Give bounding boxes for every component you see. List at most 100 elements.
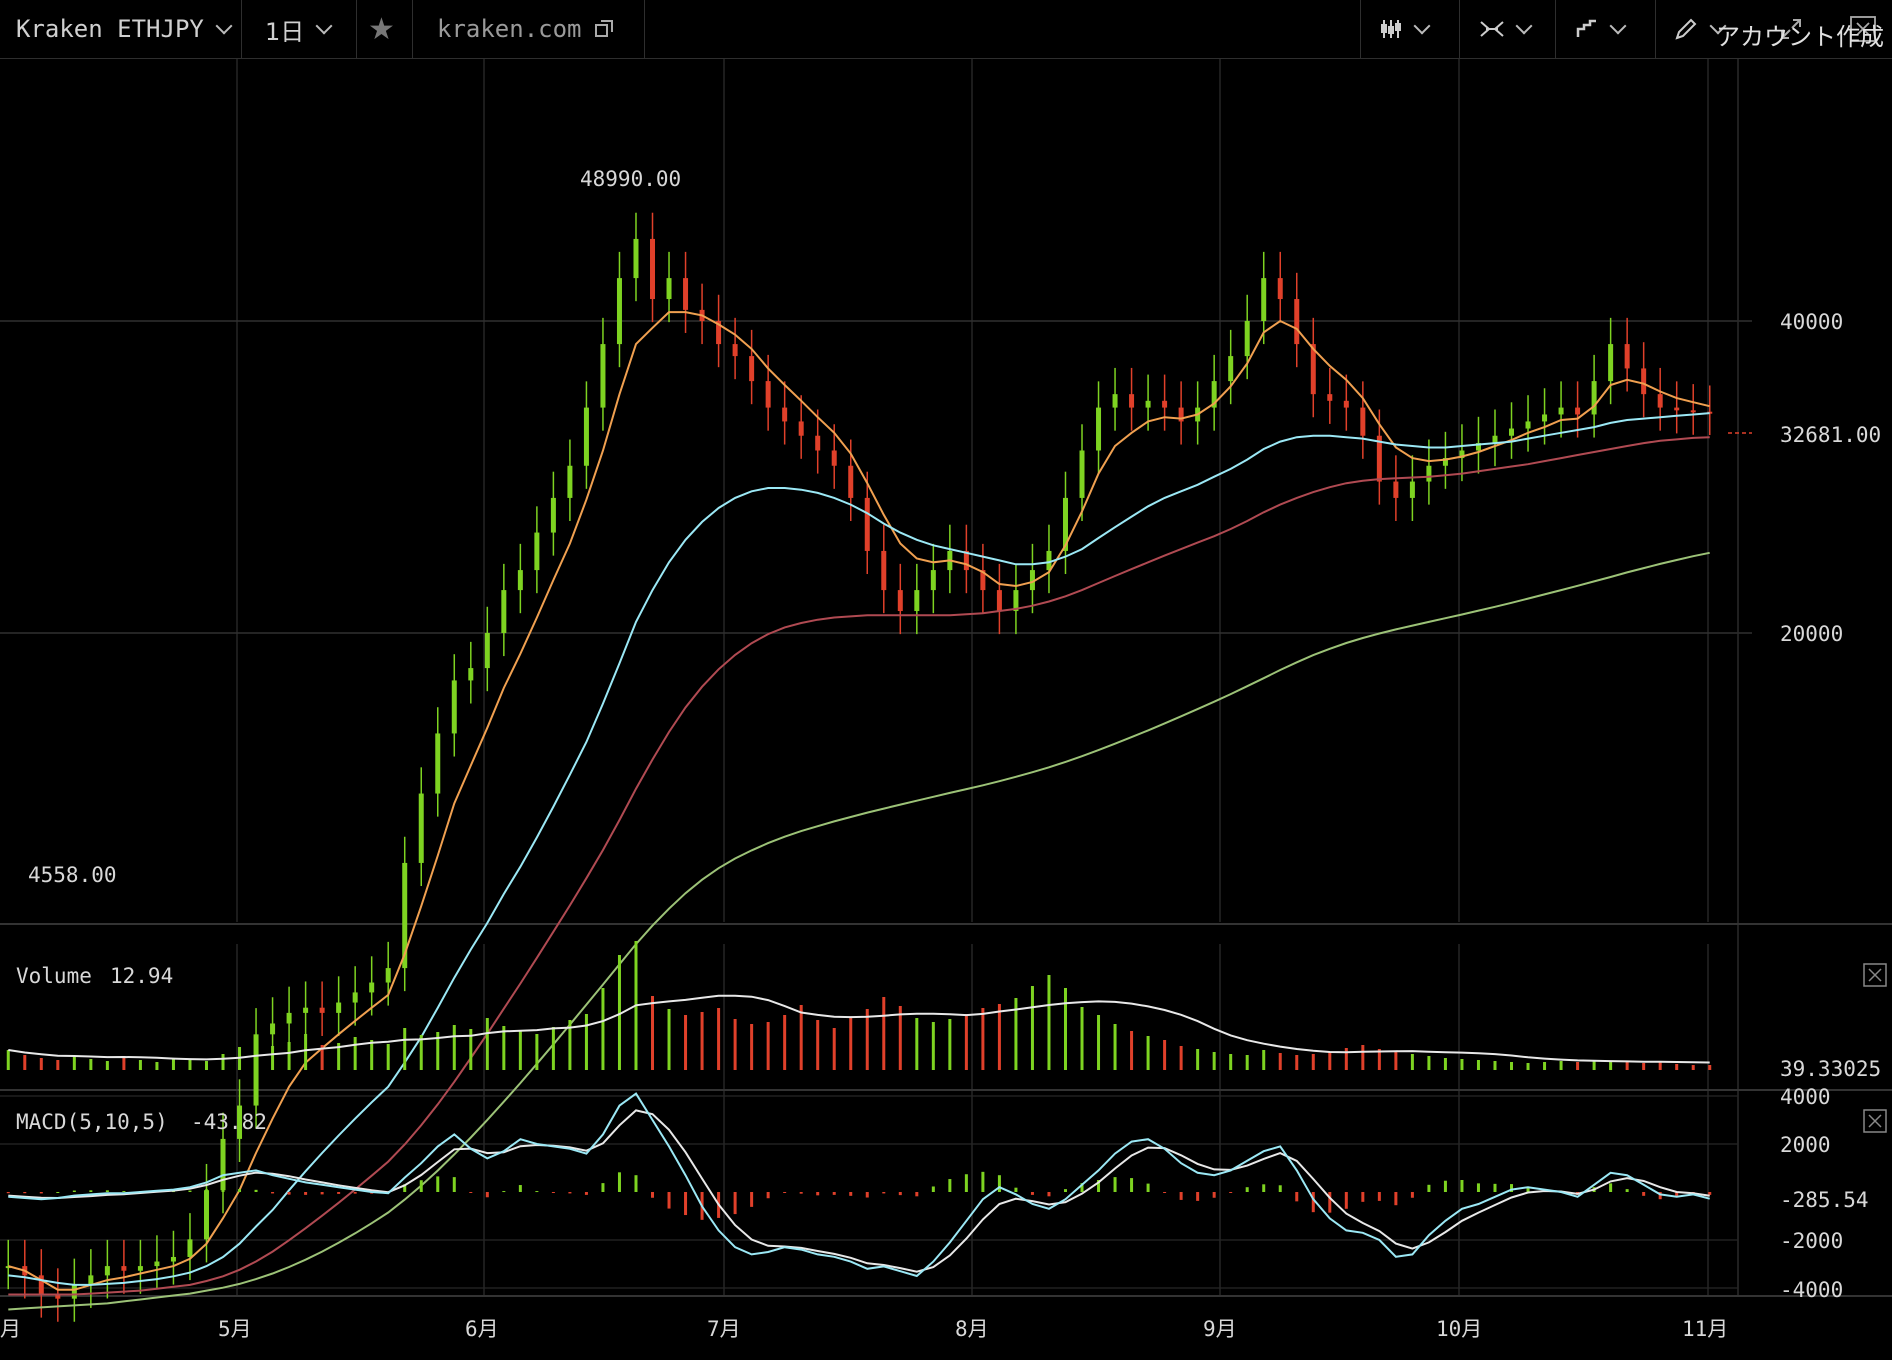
- volume-close-icon[interactable]: [1863, 963, 1887, 987]
- macd-hist-bar: [799, 1192, 803, 1194]
- high-annotation: 48990.00: [580, 167, 681, 191]
- volume-bar: [469, 1029, 473, 1070]
- candle-body: [1360, 407, 1366, 436]
- candle-body: [1674, 407, 1680, 411]
- candle-body: [798, 421, 804, 436]
- macd-hist-bar: [469, 1192, 473, 1193]
- macd-hist-bar: [915, 1192, 919, 1197]
- volume-bar: [1361, 1045, 1365, 1070]
- macd-hist-bar: [1130, 1178, 1134, 1192]
- candle-body: [765, 381, 771, 408]
- macd-hist-bar: [1063, 1189, 1067, 1192]
- volume-bar: [1410, 1054, 1414, 1070]
- candle-body: [385, 968, 391, 983]
- candle-body: [1244, 321, 1250, 357]
- volume-bar: [915, 1018, 919, 1070]
- macd-hist-bar: [865, 1192, 869, 1198]
- macd-hist-bar: [1311, 1192, 1315, 1213]
- volume-bar: [948, 1019, 952, 1070]
- drawing-tools-button[interactable]: [1674, 0, 1727, 58]
- candle-body: [996, 590, 1002, 612]
- compare-button[interactable]: [1576, 0, 1627, 58]
- macd-hist-bar: [419, 1180, 423, 1192]
- macd-tick-neg4000: -4000: [1780, 1278, 1843, 1302]
- macd-close-icon[interactable]: [1863, 1109, 1887, 1133]
- macd-hist-bar: [518, 1185, 522, 1192]
- volume-label: Volume: [16, 964, 92, 988]
- candle-body: [38, 1275, 44, 1295]
- ma-line-2: [8, 412, 1710, 1286]
- candle-body: [930, 570, 936, 591]
- macd-hist-bar: [1163, 1192, 1167, 1193]
- macd-hist-bar: [667, 1192, 671, 1209]
- candle-body: [1707, 411, 1713, 414]
- volume-bar: [502, 1026, 506, 1070]
- volume-bar: [865, 1009, 869, 1070]
- volume-bar: [1229, 1054, 1233, 1070]
- candle-body: [1690, 410, 1696, 413]
- candle-body: [963, 550, 969, 571]
- macd-hist-bar: [254, 1189, 258, 1192]
- macd-hist-bar: [634, 1175, 638, 1192]
- x-tick-6: 10月: [1436, 1317, 1482, 1341]
- macd-hist-bar: [1510, 1184, 1514, 1192]
- candle-body: [237, 1105, 243, 1139]
- volume-bar: [320, 1045, 324, 1070]
- candle-body: [418, 793, 424, 863]
- candle-body: [1558, 407, 1564, 415]
- candle-body: [567, 465, 573, 498]
- x-tick-4: 8月: [955, 1317, 989, 1341]
- source-link[interactable]: kraken.com: [437, 0, 614, 58]
- volume-bar: [155, 1062, 159, 1070]
- close-chart-button[interactable]: [1850, 0, 1876, 58]
- macd-hist-bar: [1361, 1192, 1365, 1202]
- macd-hist-bar: [1179, 1192, 1183, 1200]
- candle-body: [1178, 407, 1184, 422]
- macd-hist-bar: [271, 1192, 275, 1194]
- volume-bar: [1113, 1024, 1117, 1070]
- volume-bar: [1675, 1064, 1679, 1070]
- volume-bar: [386, 1044, 390, 1070]
- macd-hist-bar: [1245, 1187, 1249, 1192]
- volume-bar: [1708, 1065, 1712, 1070]
- macd-hist-bar: [1113, 1177, 1117, 1192]
- macd-hist-bar: [1278, 1185, 1282, 1192]
- macd-line: [8, 1092, 1710, 1278]
- candle-body: [1277, 278, 1283, 300]
- volume-bar: [419, 1035, 423, 1070]
- volume-bar: [254, 1039, 258, 1070]
- macd-hist-bar: [320, 1192, 324, 1195]
- candle-body: [1162, 400, 1168, 408]
- volume-bar: [816, 1020, 820, 1070]
- macd-value: -43.82: [191, 1110, 267, 1134]
- volume-bar: [1543, 1062, 1547, 1070]
- macd-hist-bar: [750, 1192, 754, 1207]
- macd-hist-bar: [72, 1190, 76, 1192]
- indicators-button[interactable]: [1480, 0, 1533, 58]
- favorite-button[interactable]: ★: [368, 0, 395, 58]
- volume-bar: [1377, 1049, 1381, 1070]
- volume-bar: [651, 996, 655, 1070]
- candle-body: [203, 1190, 209, 1240]
- macd-hist-bar: [89, 1190, 93, 1192]
- symbol-selector[interactable]: Kraken ETHJPY: [16, 0, 233, 58]
- candle-body: [1509, 428, 1515, 436]
- candle-body: [1343, 400, 1349, 408]
- candle-body: [319, 1007, 325, 1013]
- candle-body: [848, 465, 854, 498]
- interval-selector[interactable]: 1日: [265, 0, 333, 58]
- candle-body: [864, 497, 870, 551]
- axis-labels: 48990.00 4558.00 40000 20000 32681.00 Vo…: [0, 167, 1881, 1341]
- candles-icon: [1381, 20, 1401, 38]
- macd-hist-bar: [1047, 1192, 1051, 1197]
- create-account-link[interactable]: アカウント作成: [1716, 10, 1884, 58]
- candle-body: [1129, 394, 1135, 408]
- chart-type-button[interactable]: [1380, 0, 1431, 58]
- macd-hist-bar: [6, 1192, 10, 1194]
- volume-bar: [138, 1060, 142, 1070]
- fullscreen-button[interactable]: [1780, 0, 1802, 58]
- chevron-down-icon: [1515, 17, 1533, 35]
- volume-bar: [122, 1056, 126, 1070]
- macd-hist-bar: [601, 1183, 605, 1192]
